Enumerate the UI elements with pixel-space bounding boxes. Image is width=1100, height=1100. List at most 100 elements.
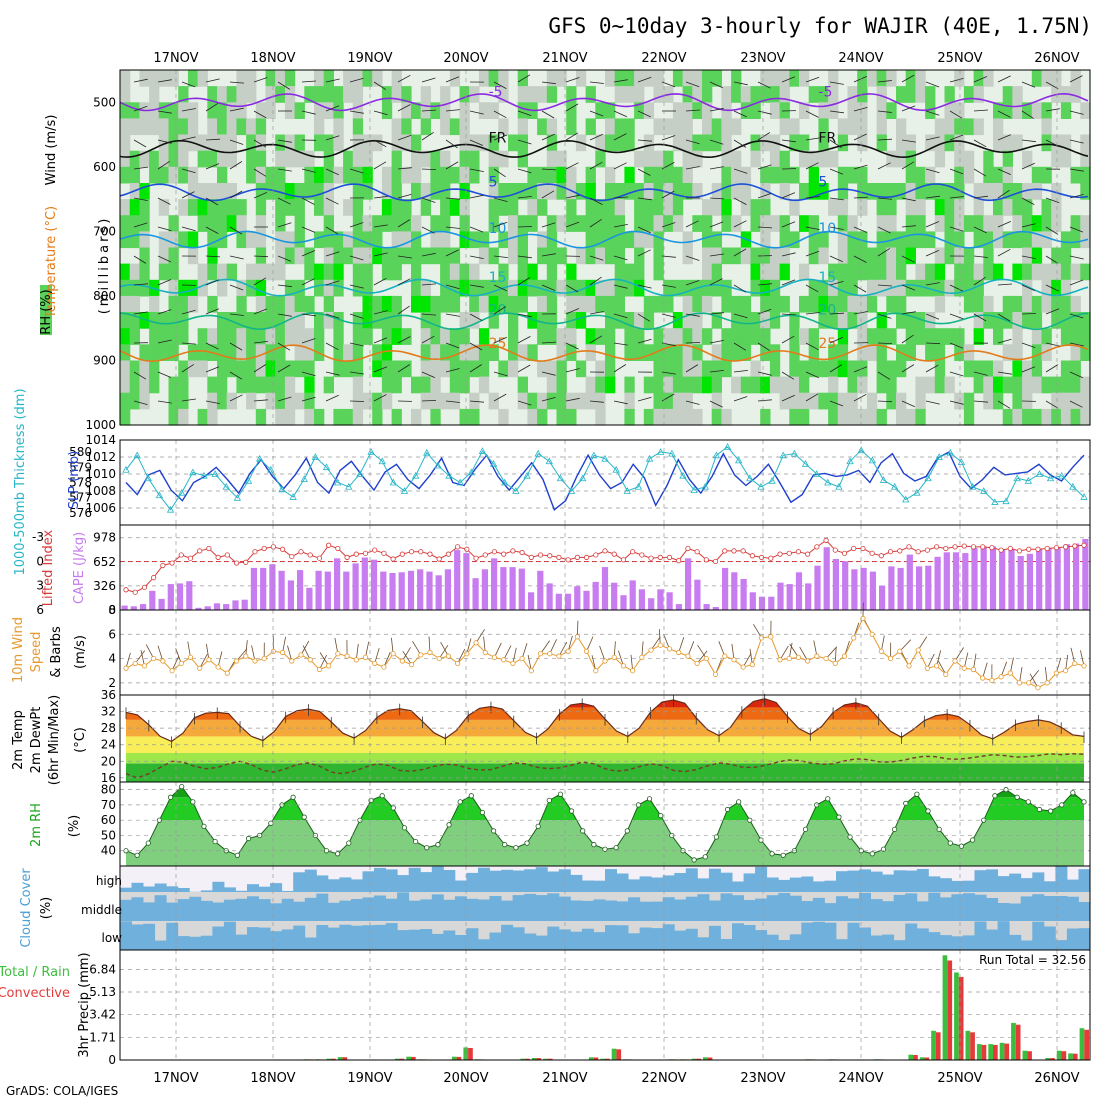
rh-cell: [605, 134, 616, 152]
wind-barb: [301, 371, 316, 377]
rh-cell: [779, 376, 790, 394]
rh2m-line-point: [892, 826, 898, 832]
rh-cell: [546, 247, 558, 265]
rh-cell: [643, 150, 655, 168]
rh2m-label: 2m RH: [29, 803, 44, 847]
rh-cell: [197, 150, 208, 168]
rh-cell: [333, 263, 344, 281]
lifted-index-line-point: [427, 551, 433, 557]
rh-cell: [381, 376, 393, 394]
rh-cell: [420, 118, 431, 136]
wind-barb: [709, 253, 724, 257]
rh-cell: [595, 247, 606, 265]
wind-barb: [541, 133, 555, 141]
rh-cell: [692, 376, 703, 394]
rh-cell: [556, 376, 567, 394]
wind10m-speed-line-point: [630, 668, 636, 674]
rh-cell: [886, 199, 897, 216]
rh-cell: [420, 344, 431, 361]
cloud-cover-bar: [974, 921, 987, 950]
cloud-cover-bar: [1055, 896, 1068, 921]
rh-cell: [575, 392, 587, 410]
rh-cell: [925, 263, 936, 281]
rh-cell: [925, 86, 936, 103]
cloud-cover-bar: [882, 901, 895, 921]
lifted-index-line-point: [547, 553, 553, 559]
rh-cell: [236, 344, 247, 361]
slp-line-point: [166, 505, 175, 513]
rh-cell: [760, 376, 771, 394]
lifted-index-line-point: [657, 554, 663, 560]
wind10m-speed-line-point: [132, 660, 138, 667]
rh-cell: [246, 70, 257, 87]
lifted-index-line-point: [390, 556, 396, 562]
rh-cell: [265, 70, 276, 87]
wind10m-barb: [171, 656, 180, 671]
thickness-tick-label: 577: [69, 491, 92, 505]
rh2m-line-point: [847, 834, 853, 840]
slp-line-point: [980, 487, 988, 494]
wind-barb: [685, 220, 699, 228]
rh-cell: [178, 86, 189, 103]
wind10m-speed-line-point: [694, 660, 700, 667]
rh-cell: [430, 247, 441, 265]
precip-frame: [119, 949, 1091, 1061]
rh-cell: [430, 328, 441, 345]
rh2m-line-point: [769, 851, 775, 857]
rh-cell: [993, 134, 1004, 152]
rh-cell: [828, 102, 839, 119]
wind-barb: [901, 311, 916, 315]
rh-cell: [682, 70, 693, 87]
precip-total-bar: [976, 1044, 982, 1060]
rh-cell: [692, 295, 703, 313]
rh-cell: [1031, 183, 1043, 200]
precip-total-bar: [394, 1058, 400, 1060]
cloud-cover-bar: [374, 895, 386, 921]
rh-cell: [207, 102, 218, 119]
wind-barb: [301, 278, 315, 286]
wind10m-frame: [119, 609, 1091, 696]
wind10m-barb: [140, 650, 145, 666]
wind-barb: [781, 221, 796, 228]
wind-barb: [805, 312, 820, 315]
rh-cell: [857, 102, 868, 119]
rh-cell: [304, 86, 315, 103]
rh-cell: [343, 247, 354, 265]
rh2m-line-point: [580, 828, 586, 834]
wind10m-barb: [157, 645, 164, 662]
wind-barb: [253, 308, 268, 315]
rh-cell: [963, 360, 975, 378]
rh-cell: [1070, 295, 1081, 313]
wind10m-speed-line-point: [943, 671, 949, 677]
wind10m-speed-line-point: [178, 660, 184, 667]
cloud-cover-bar: [616, 901, 629, 921]
rh-cell: [1041, 408, 1052, 426]
wind-barb: [253, 110, 267, 119]
wind-barb: [301, 338, 316, 344]
rh-cell: [634, 215, 645, 232]
rh-cell: [236, 86, 247, 103]
rh-cell: [769, 344, 781, 361]
rh-cell: [672, 376, 684, 394]
rh-cell: [585, 328, 596, 345]
lifted-index-line-point: [482, 552, 488, 558]
lifted-index-line-point: [961, 543, 967, 549]
rh-cell: [178, 231, 189, 249]
rh-cell: [129, 360, 140, 378]
rh-cell: [352, 199, 364, 216]
rh-cell: [1060, 392, 1072, 410]
rh-cell: [760, 70, 771, 87]
rh-cell: [789, 70, 800, 87]
cloud-cover-bar: [570, 900, 583, 921]
cape-bar: [842, 561, 849, 610]
cloud-cover-bar: [685, 928, 698, 950]
rh-cell: [478, 102, 490, 119]
cape-bar: [472, 578, 479, 610]
rh2m-line-point: [591, 842, 597, 848]
rh-cell: [294, 360, 305, 378]
rh-cell: [459, 312, 470, 329]
rh-cell: [818, 102, 829, 119]
wind-barb: [757, 342, 770, 351]
wind-barb: [685, 280, 700, 286]
rh-cell: [818, 118, 829, 136]
